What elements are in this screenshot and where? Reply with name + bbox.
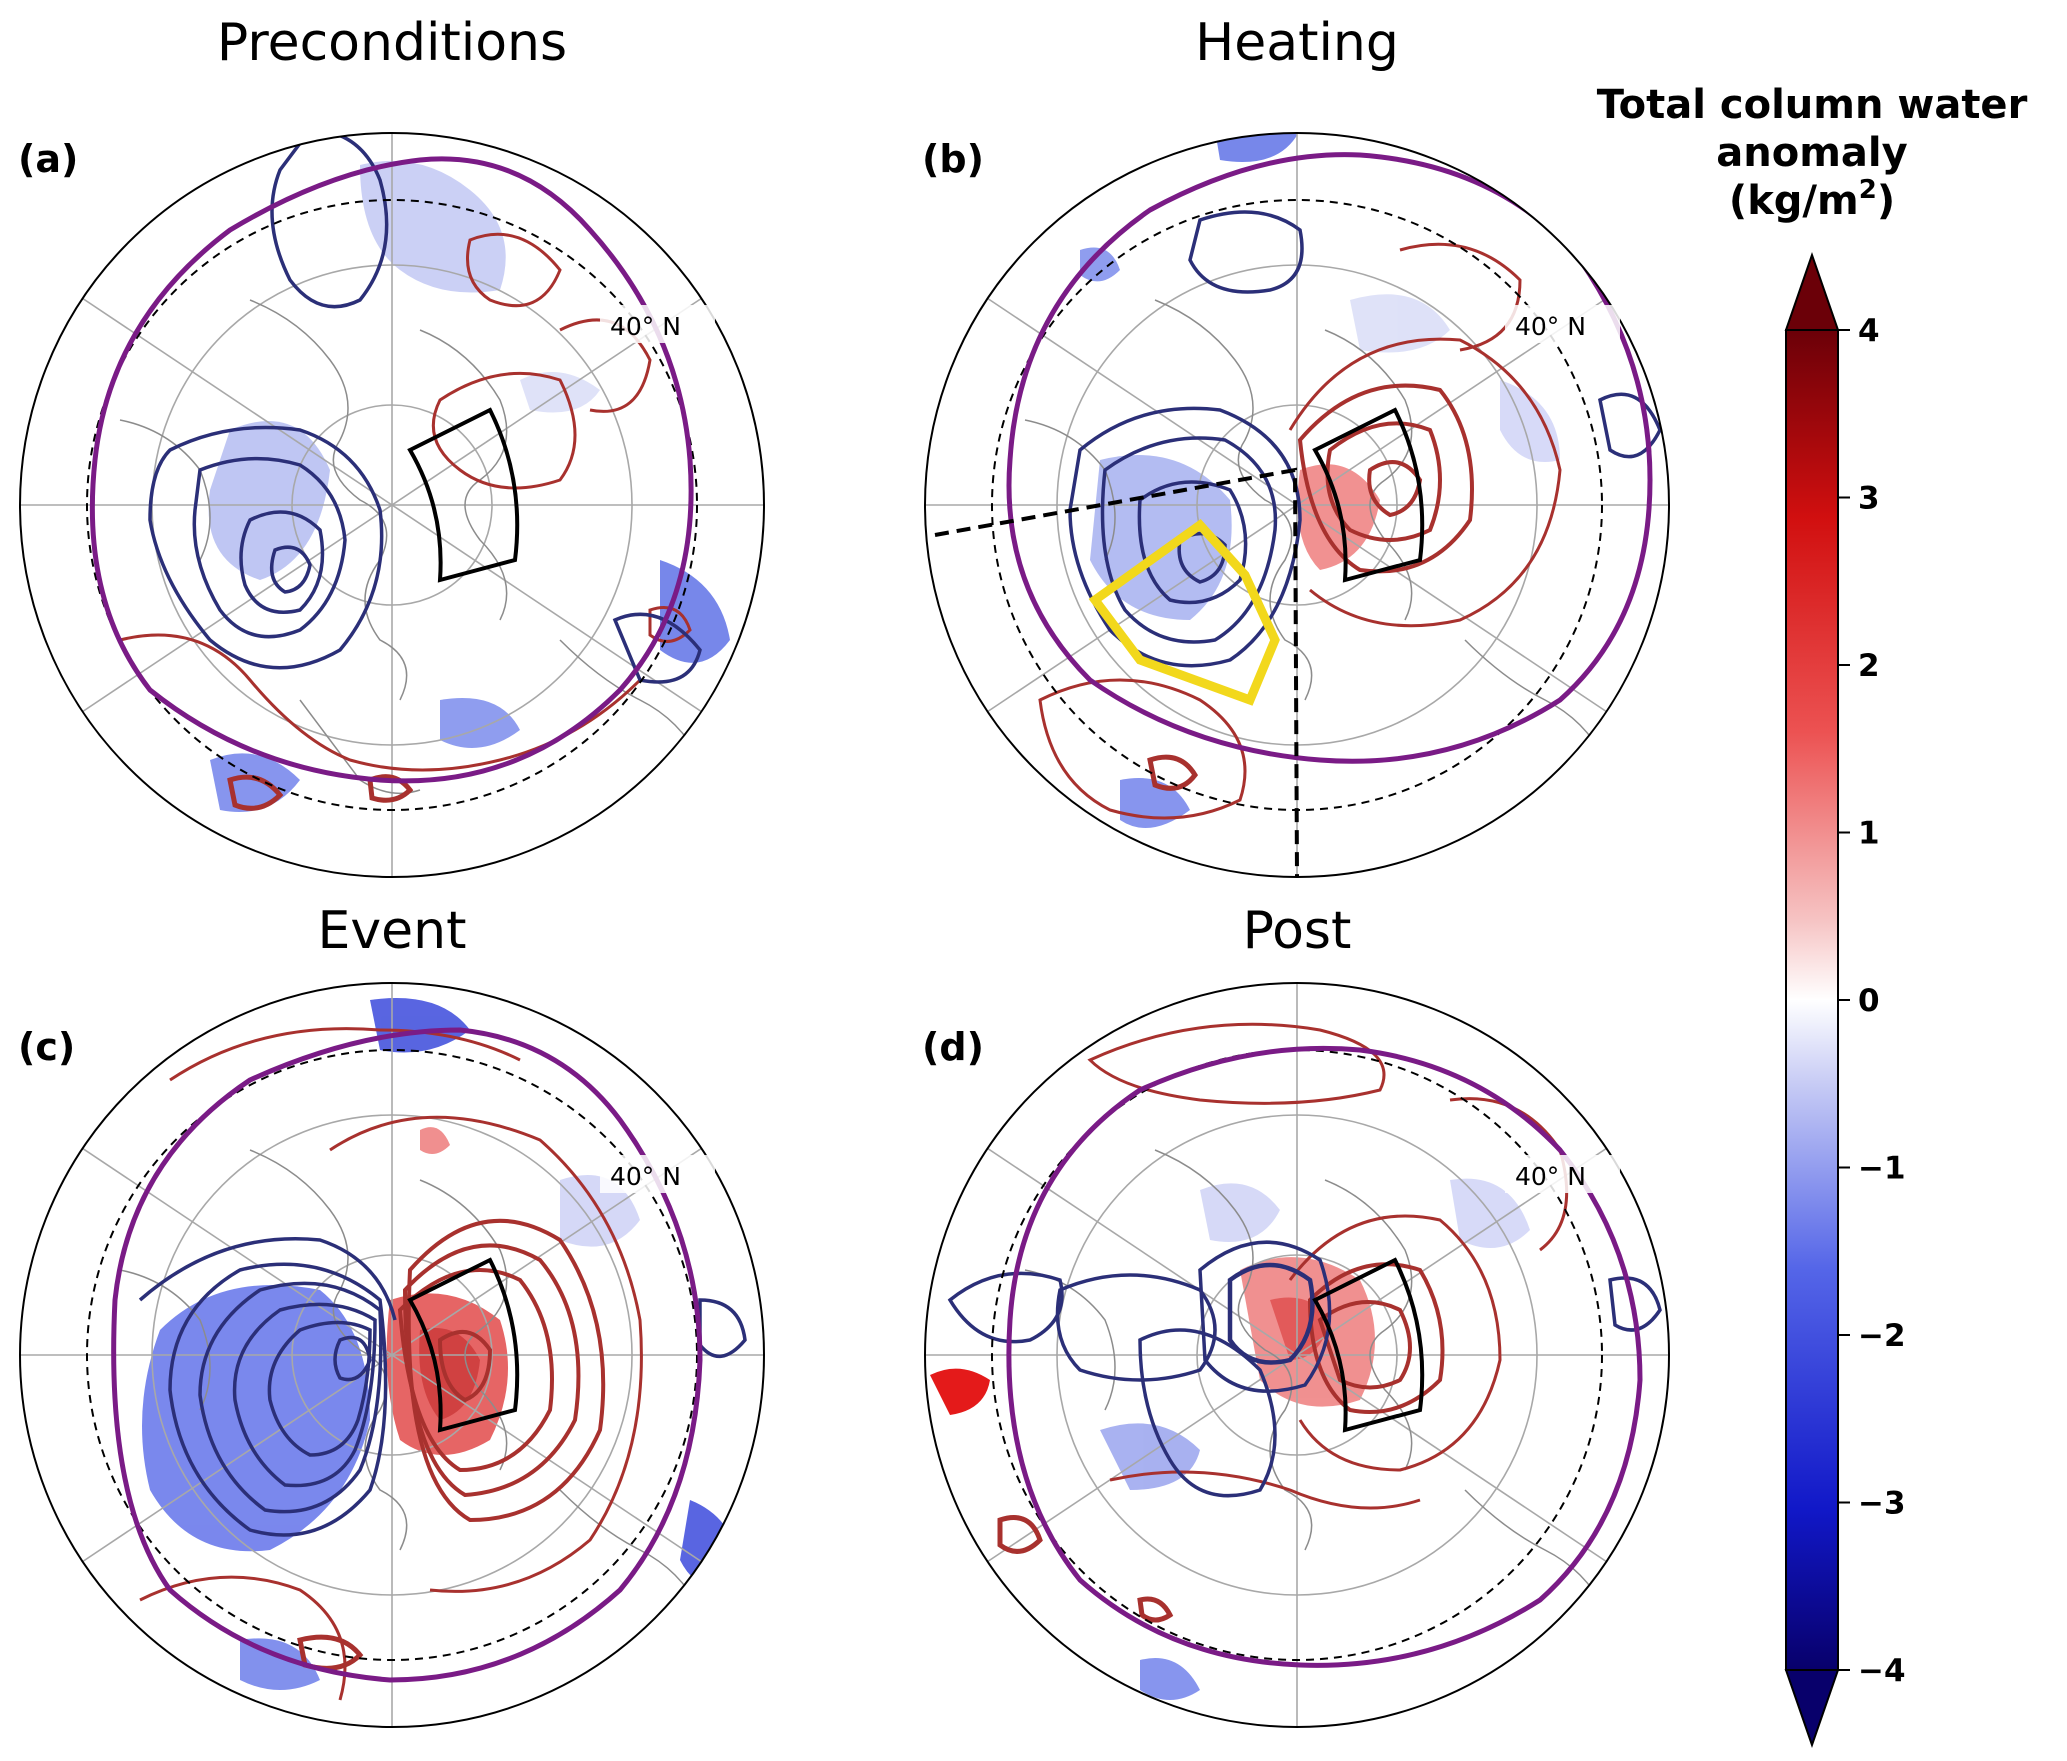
map-boundary bbox=[19, 132, 765, 878]
map-boundary bbox=[924, 132, 1670, 878]
panel-post: 40° N Post (d) bbox=[922, 901, 1670, 1728]
red-patch bbox=[930, 1368, 990, 1415]
colorbar-tick-label: 0 bbox=[1858, 983, 1880, 1019]
colorbar: Total column water anomaly (kg/m2) 4 3 2 1 0… bbox=[1597, 82, 2028, 1749]
colorbar-tick-label: 2 bbox=[1858, 648, 1880, 684]
boundary-contour bbox=[1006, 1045, 1643, 1668]
negative-contours bbox=[148, 133, 702, 684]
panel-title: Post bbox=[1243, 901, 1352, 961]
colorbar-tick-label: 1 bbox=[1858, 816, 1880, 852]
negative-contours bbox=[138, 1237, 747, 1537]
panel-title: Heating bbox=[1195, 13, 1399, 73]
lat-label: 40° N bbox=[610, 1162, 681, 1191]
colorbar-tick-label: 4 bbox=[1858, 313, 1880, 349]
sector-box bbox=[1312, 1257, 1425, 1433]
panel-event: 40° N Event (c) bbox=[18, 901, 765, 1728]
sector-box bbox=[1312, 407, 1425, 583]
panel-title: Preconditions bbox=[217, 13, 567, 73]
colorbar-tick-label: 3 bbox=[1858, 481, 1880, 517]
graticule bbox=[20, 133, 764, 877]
panel-heating: 40° N Heating (b) bbox=[922, 13, 1670, 878]
panel-preconditions: 40° N Preconditions (a) bbox=[18, 13, 765, 878]
sector-box bbox=[407, 407, 520, 583]
negative-contours bbox=[947, 1240, 1662, 1498]
boundary-contour bbox=[89, 156, 694, 784]
lat-label: 40° N bbox=[1515, 312, 1586, 341]
colorbar-title-line1: Total column water bbox=[1597, 82, 2028, 128]
panel-letter: (d) bbox=[922, 1025, 984, 1069]
dashed-lines bbox=[934, 467, 1299, 877]
colorbar-tick-label: −2 bbox=[1858, 1318, 1906, 1354]
sector-box bbox=[407, 1257, 520, 1433]
lat-40n-circle bbox=[86, 1049, 698, 1661]
colorbar-gradient bbox=[1785, 329, 1839, 1671]
panel-letter: (b) bbox=[922, 137, 984, 181]
graticule bbox=[20, 983, 764, 1727]
anomaly-shading bbox=[208, 160, 730, 812]
boundary-contour bbox=[1006, 152, 1653, 764]
map-boundary bbox=[924, 982, 1670, 1728]
colorbar-tick-label: −4 bbox=[1858, 1653, 1906, 1689]
positive-contours bbox=[139, 1027, 643, 1701]
coastlines bbox=[119, 299, 701, 795]
lat-label: 40° N bbox=[1515, 1162, 1586, 1191]
colorbar-title-line3: (kg/m2) bbox=[1729, 175, 1895, 224]
colorbar-max-extension bbox=[1784, 251, 1840, 331]
colorbar-tick-label: −3 bbox=[1858, 1486, 1906, 1522]
colorbar-min-extension bbox=[1784, 1669, 1840, 1749]
panel-title: Event bbox=[318, 901, 467, 961]
lat-40n-circle bbox=[991, 1049, 1603, 1661]
positive-contours bbox=[1038, 242, 1562, 820]
map-boundary bbox=[19, 982, 765, 1728]
panel-letter: (c) bbox=[18, 1025, 75, 1069]
panel-letter: (a) bbox=[18, 137, 78, 181]
highlight-region bbox=[1088, 519, 1280, 706]
colorbar-title-line2: anomaly bbox=[1716, 130, 1907, 176]
lat-label: 40° N bbox=[610, 312, 681, 341]
colorbar-tick-label: −1 bbox=[1858, 1151, 1906, 1187]
lat-40n-circle bbox=[86, 199, 698, 811]
boundary-contour bbox=[111, 1027, 703, 1683]
